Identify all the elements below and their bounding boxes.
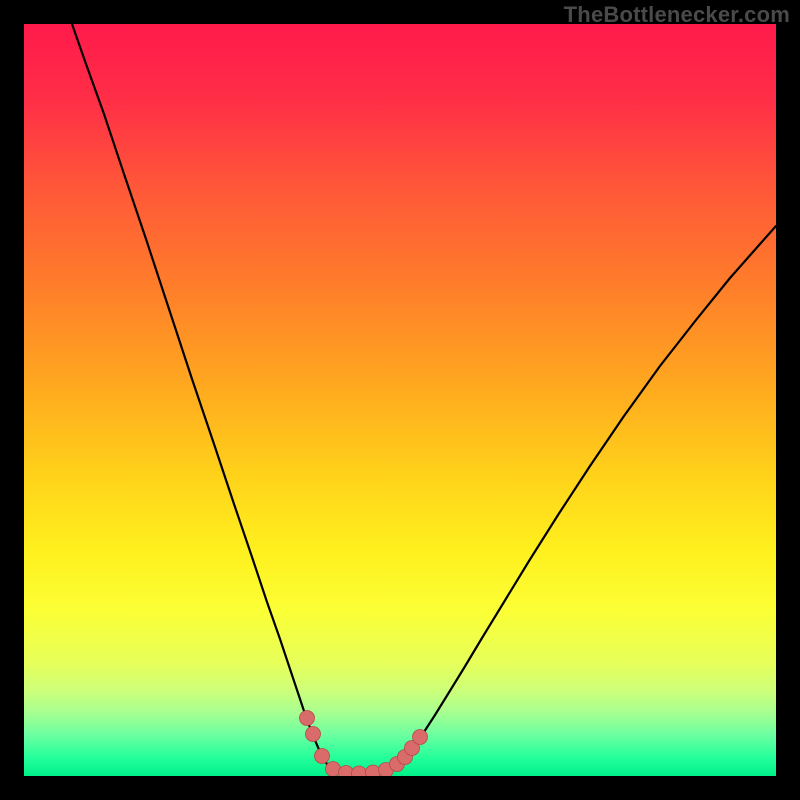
marker-dots bbox=[300, 711, 428, 777]
right-curve bbox=[364, 226, 776, 773]
marker-dot bbox=[413, 730, 428, 745]
marker-dot bbox=[315, 749, 330, 764]
outer-frame: TheBottlenecker.com bbox=[0, 0, 800, 800]
curve-layer bbox=[24, 24, 776, 776]
left-curve bbox=[72, 24, 364, 773]
marker-dot bbox=[306, 727, 321, 742]
plot-area bbox=[24, 24, 776, 776]
watermark-text: TheBottlenecker.com bbox=[564, 2, 790, 28]
marker-dot bbox=[352, 766, 367, 776]
marker-dot bbox=[300, 711, 315, 726]
